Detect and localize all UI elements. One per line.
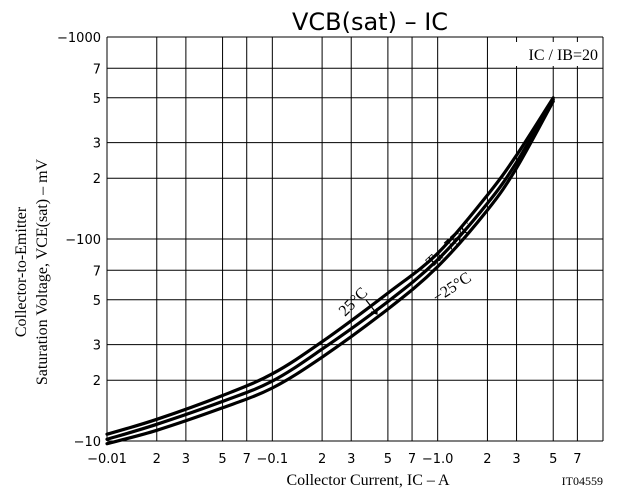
x-tick-label: −1.0 <box>422 452 454 467</box>
x-axis-label: Collector Current, IC – A <box>286 472 450 489</box>
x-tick-label: 5 <box>218 452 226 467</box>
series-line <box>105 96 555 436</box>
x-tick-label: 2 <box>483 452 491 467</box>
y-tick-label: 3 <box>93 137 101 152</box>
x-tick-label: 2 <box>153 452 161 467</box>
y-axis-label-line1: Collector-to-Emitter <box>13 206 30 337</box>
chart-title: VCB(sat) – IC <box>292 8 448 36</box>
x-tick-label: 3 <box>347 452 355 467</box>
curves <box>105 96 555 446</box>
condition-label: IC / IB=20 <box>529 47 598 64</box>
y-tick-label: 2 <box>93 374 101 389</box>
x-tick-label: 5 <box>384 452 392 467</box>
y-tick-label: −100 <box>65 233 101 248</box>
x-tick-label: 7 <box>408 452 416 467</box>
x-tick-label: 2 <box>318 452 326 467</box>
series-label-25: 25°C <box>336 284 371 319</box>
grid <box>106 36 604 442</box>
series-label-75: Ta=75°C <box>423 219 477 271</box>
series-label-m25: −25°C <box>430 269 475 306</box>
figure-code: IT04559 <box>562 474 603 488</box>
y-tick-label: 3 <box>93 339 101 354</box>
y-tick-label: 2 <box>93 172 101 187</box>
x-tick-label: −0.01 <box>87 452 127 467</box>
x-tick-label: 7 <box>243 452 251 467</box>
x-tick-label: 3 <box>182 452 190 467</box>
y-tick-label: 5 <box>93 92 101 107</box>
y-axis-label-line2: Saturation Voltage, VCE(sat) – mV <box>34 158 51 385</box>
x-tick-label: −0.1 <box>257 452 289 467</box>
y-tick-label: 7 <box>93 62 101 77</box>
y-tick-label: 7 <box>93 264 101 279</box>
x-tick-label: 7 <box>573 452 581 467</box>
series-line <box>105 98 555 441</box>
x-tick-label: 3 <box>512 452 520 467</box>
tick-labels: −0.01 2 3 5 7 −0.1 2 3 5 7 −1.0 2 3 5 7 −10 2 3 5 7 −100 2 3 5 7… <box>57 31 582 467</box>
x-tick-label: 5 <box>549 452 557 467</box>
series-line <box>105 99 555 446</box>
condition-label-bg <box>514 42 600 66</box>
y-tick-label: 5 <box>93 294 101 309</box>
y-tick-label: −10 <box>74 435 101 450</box>
y-tick-label: −1000 <box>57 31 101 46</box>
leader-arrow <box>365 299 378 315</box>
